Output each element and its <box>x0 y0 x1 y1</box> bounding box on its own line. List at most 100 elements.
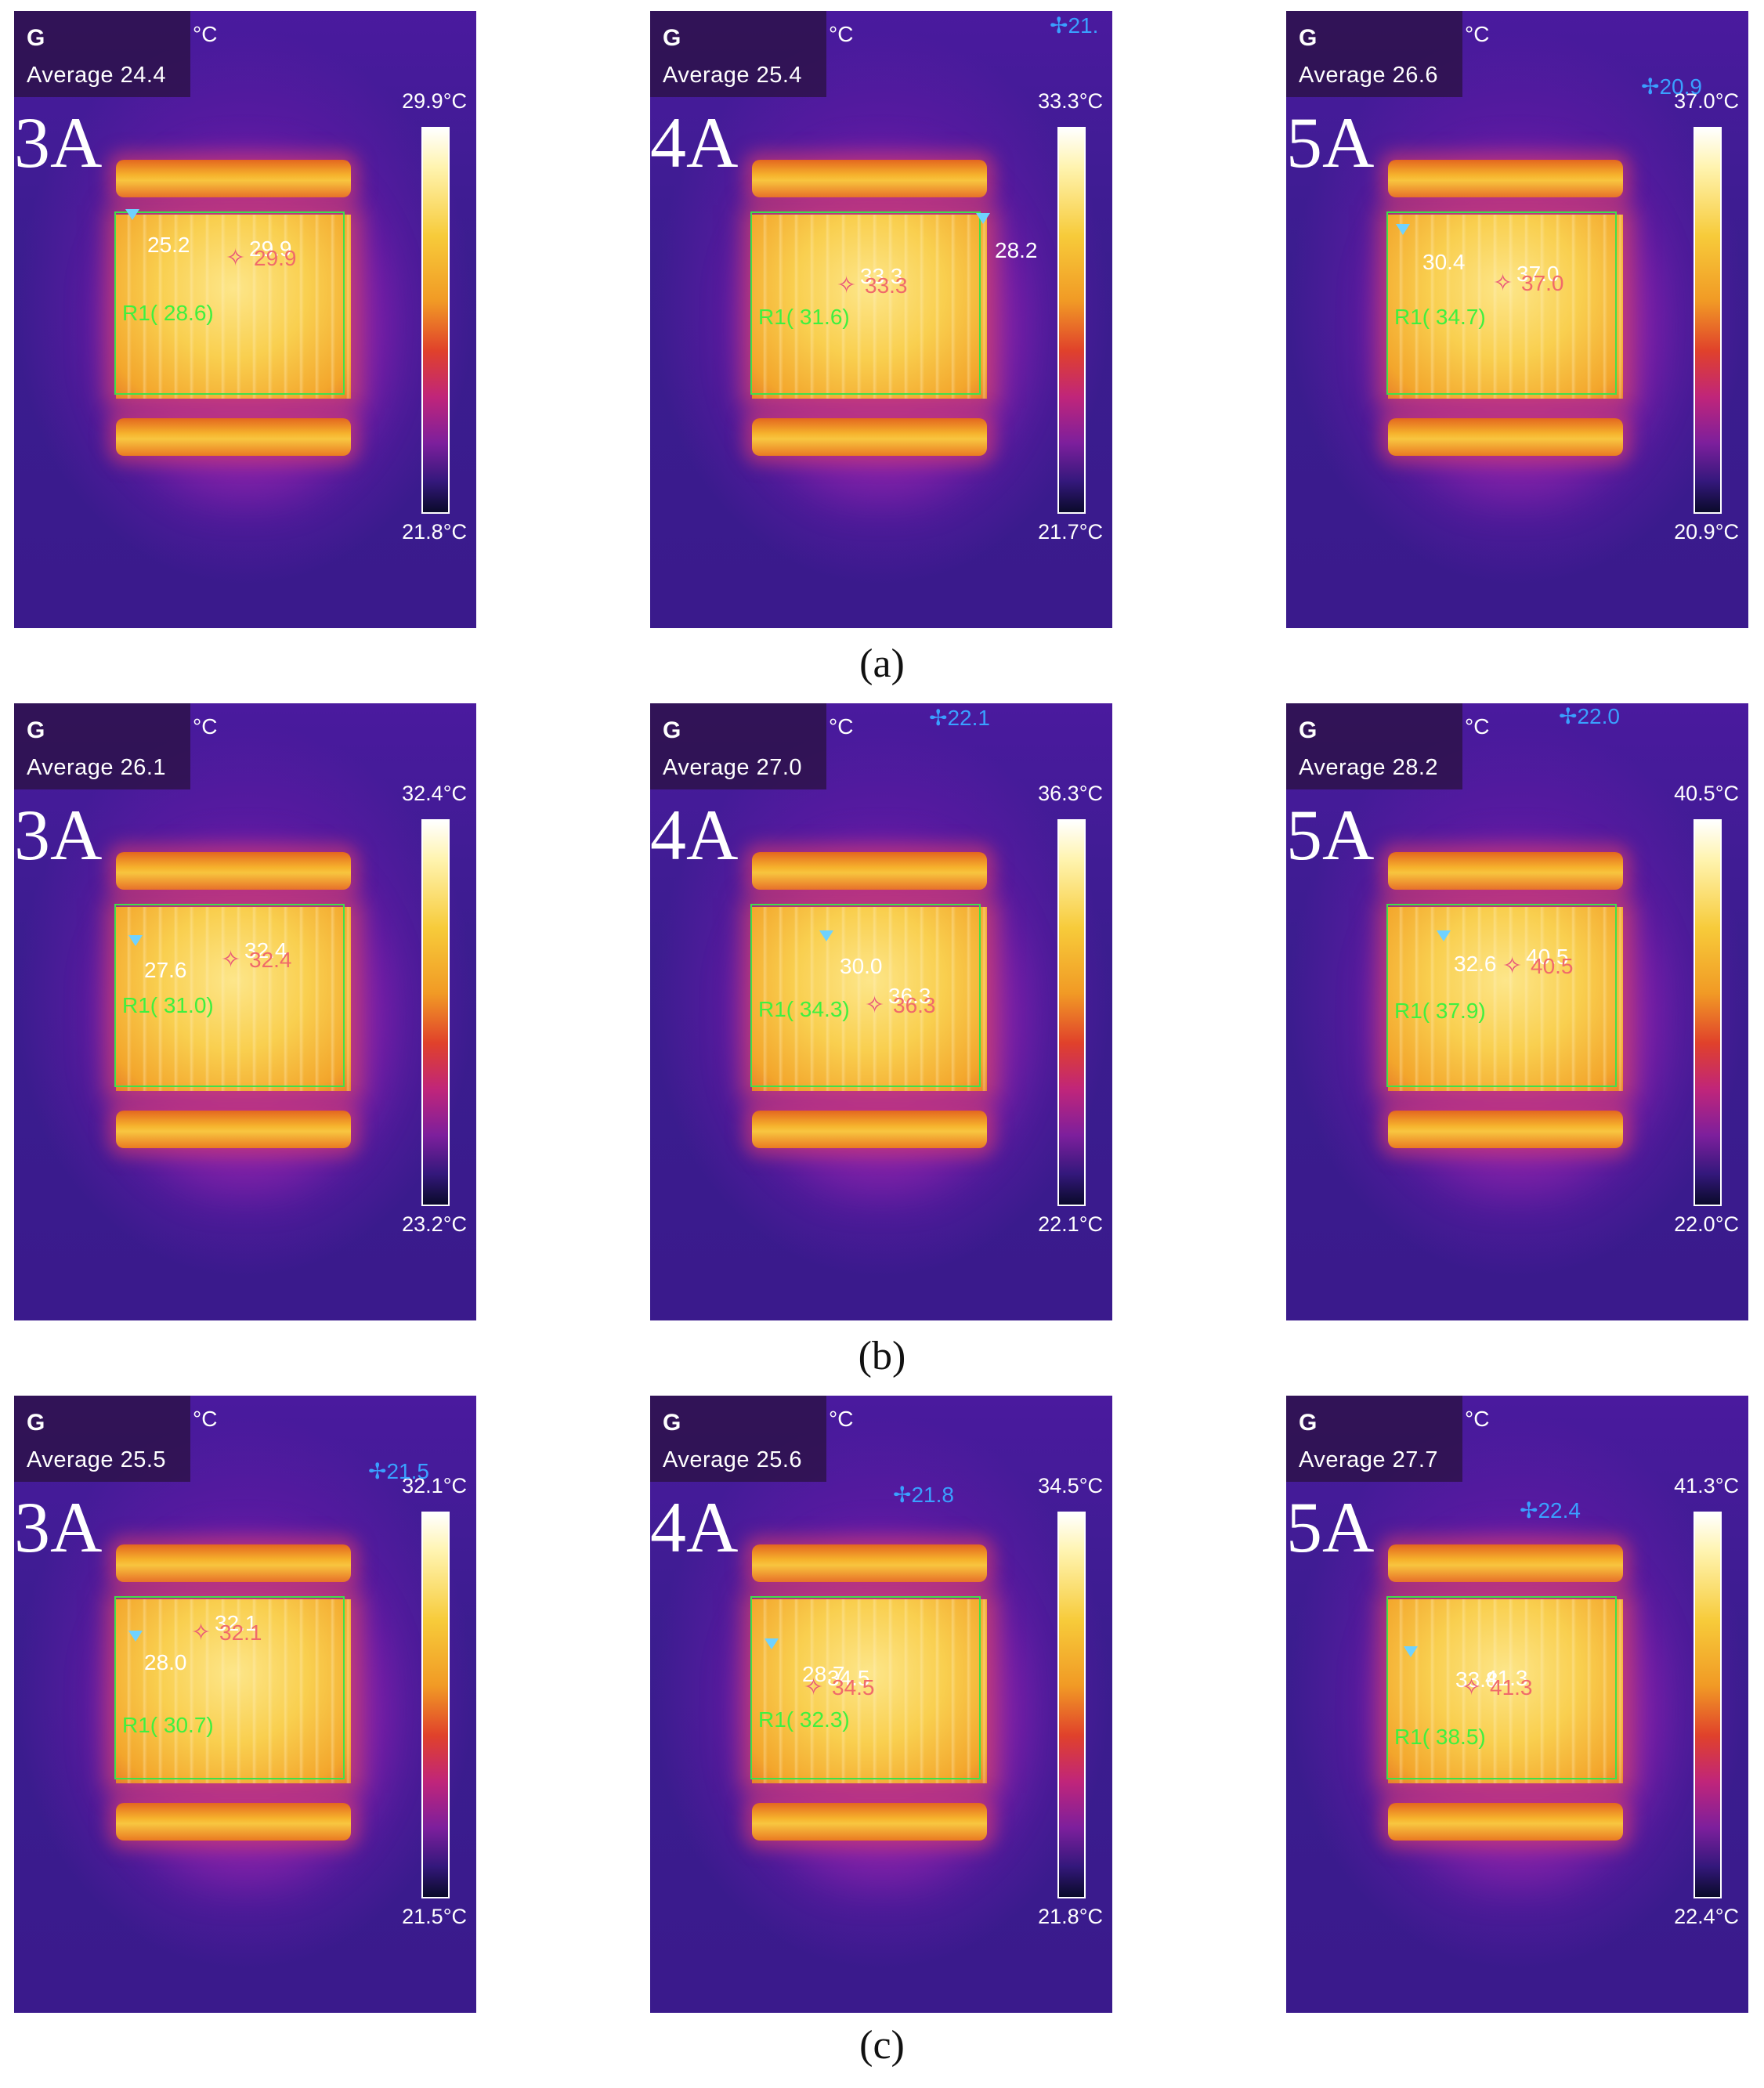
roi-rectangle <box>114 904 345 1087</box>
roi-value: 32.3) <box>799 1707 850 1732</box>
heated-block <box>752 1599 987 1783</box>
cold-point-crosshair-icon: ✢ <box>1520 1498 1538 1523</box>
thermal-image-panel: G Average 26.1 °C 3A 32.4°C 23.2°C 27.6 ✧ 32.4 32… <box>14 703 476 1320</box>
max-point-value-red: 32.1 <box>219 1620 262 1645</box>
roi-rectangle <box>750 904 981 1087</box>
roi-rectangle <box>114 211 345 395</box>
average-readout: Average 25.5 <box>27 1447 166 1473</box>
mode-letter: G <box>663 25 681 51</box>
mode-letter: G <box>1299 1410 1318 1436</box>
roi-value: 31.0) <box>163 993 214 1017</box>
scale-min-label: 21.7°C <box>1038 520 1103 544</box>
min-point-value: 32.6 <box>1454 952 1497 976</box>
lower-heat-stripe <box>752 1803 987 1841</box>
heated-block <box>116 215 351 399</box>
camera-header: G Average 26.6 <box>1286 11 1462 97</box>
mode-letter: G <box>1299 25 1318 51</box>
color-scale-bar <box>1694 127 1722 514</box>
average-value: 26.1 <box>120 755 167 780</box>
current-label: 5A <box>1286 103 1375 182</box>
mode-letter: G <box>1299 717 1318 743</box>
roi-rectangle <box>1386 211 1617 395</box>
min-point-triangle-icon <box>765 1638 779 1649</box>
camera-header: G Average 24.4 <box>14 11 190 97</box>
roi-prefix: R1( <box>758 1707 794 1732</box>
average-gap <box>1386 1447 1393 1472</box>
color-scale-bar <box>421 127 450 514</box>
max-point-value-white: 40.5 <box>1526 945 1569 969</box>
heated-block <box>116 1599 351 1783</box>
row-caption: (a) <box>859 641 905 686</box>
mode-letter: G <box>27 25 45 51</box>
upper-heat-stripe <box>752 1544 987 1582</box>
average-prefix: Average <box>27 63 114 88</box>
average-value: 27.0 <box>756 755 803 780</box>
current-label: 5A <box>1286 1487 1375 1567</box>
min-point-triangle-icon <box>1437 930 1451 941</box>
min-point-triangle-icon <box>976 213 990 224</box>
unit-label: °C <box>193 714 218 739</box>
max-point-crosshair-icon: ✧ <box>1462 1674 1482 1700</box>
unit-label: °C <box>1465 22 1490 46</box>
lower-heat-stripe <box>116 1111 351 1148</box>
unit-label: °C <box>829 1407 854 1431</box>
lower-heat-stripe <box>116 418 351 456</box>
upper-heat-stripe <box>752 852 987 890</box>
roi-average-label: R1( 28.6) <box>122 301 214 326</box>
min-point-value: 27.6 <box>144 958 187 982</box>
current-label: 3A <box>14 103 103 182</box>
scale-min-label: 20.9°C <box>1674 520 1739 544</box>
roi-prefix: R1( <box>758 305 794 329</box>
cold-point-crosshair-icon: ✢ <box>893 1483 912 1507</box>
current-label: 3A <box>14 795 103 875</box>
average-gap <box>1386 755 1393 780</box>
average-readout: Average 25.6 <box>663 1447 802 1473</box>
cold-point-marker: ✢20.9 <box>1641 74 1702 99</box>
unit-label: °C <box>829 714 854 739</box>
roi-prefix: R1( <box>122 301 158 325</box>
upper-heat-stripe <box>752 160 987 197</box>
roi-value: 31.6) <box>799 305 850 329</box>
average-value: 25.4 <box>756 63 803 88</box>
max-point-value-red: 41.3 <box>1490 1675 1533 1700</box>
roi-average-label: R1( 32.3) <box>758 1707 850 1732</box>
camera-header: G Average 25.4 <box>650 11 826 97</box>
roi-prefix: R1( <box>1394 999 1430 1023</box>
min-point-value: 28.0 <box>144 1650 187 1674</box>
scale-max-label: 32.4°C <box>402 782 467 805</box>
roi-gap <box>1430 999 1436 1023</box>
min-point-value: 28.7 <box>802 1662 845 1686</box>
average-gap <box>750 63 757 88</box>
max-point-value-red: 36.3 <box>893 993 936 1017</box>
thermal-image-panel: G Average 28.2 °C 5A 40.5°C 22.0°C 32.6 ✧ 40.5 40… <box>1286 703 1748 1320</box>
roi-prefix: R1( <box>1394 1725 1430 1749</box>
current-label: 3A <box>14 1487 103 1567</box>
roi-value: 34.3) <box>799 997 850 1021</box>
average-readout: Average 24.4 <box>27 63 166 89</box>
roi-gap <box>793 1707 800 1732</box>
average-gap <box>750 755 757 780</box>
max-point-value-red: 40.5 <box>1531 954 1574 978</box>
roi-average-label: R1( 34.3) <box>758 997 850 1022</box>
min-point-value: 25.2 <box>147 233 190 257</box>
color-scale-bar <box>1057 1512 1086 1898</box>
average-readout: Average 27.0 <box>663 755 802 781</box>
cold-point-crosshair-icon: ✢ <box>1050 13 1068 38</box>
max-point-value-red: 33.3 <box>865 273 908 298</box>
roi-value: 37.9) <box>1435 999 1486 1023</box>
roi-value: 34.7) <box>1435 305 1486 329</box>
max-point-value-white: 41.3 <box>1485 1666 1528 1690</box>
camera-header: G Average 27.7 <box>1286 1396 1462 1482</box>
average-value: 28.2 <box>1392 755 1439 780</box>
scale-max-label: 32.1°C <box>402 1474 467 1497</box>
max-point-crosshair-icon: ✧ <box>191 1620 211 1645</box>
max-point-crosshair-icon: ✧ <box>226 245 246 271</box>
current-label: 4A <box>650 795 739 875</box>
roi-rectangle <box>114 1596 345 1779</box>
min-point-triangle-icon <box>1404 1646 1418 1657</box>
upper-heat-stripe <box>1388 1544 1623 1582</box>
camera-header: G Average 25.5 <box>14 1396 190 1482</box>
cold-point-value: 22.1 <box>947 706 990 730</box>
roi-prefix: R1( <box>122 1713 158 1737</box>
min-point-triangle-icon <box>819 930 833 941</box>
